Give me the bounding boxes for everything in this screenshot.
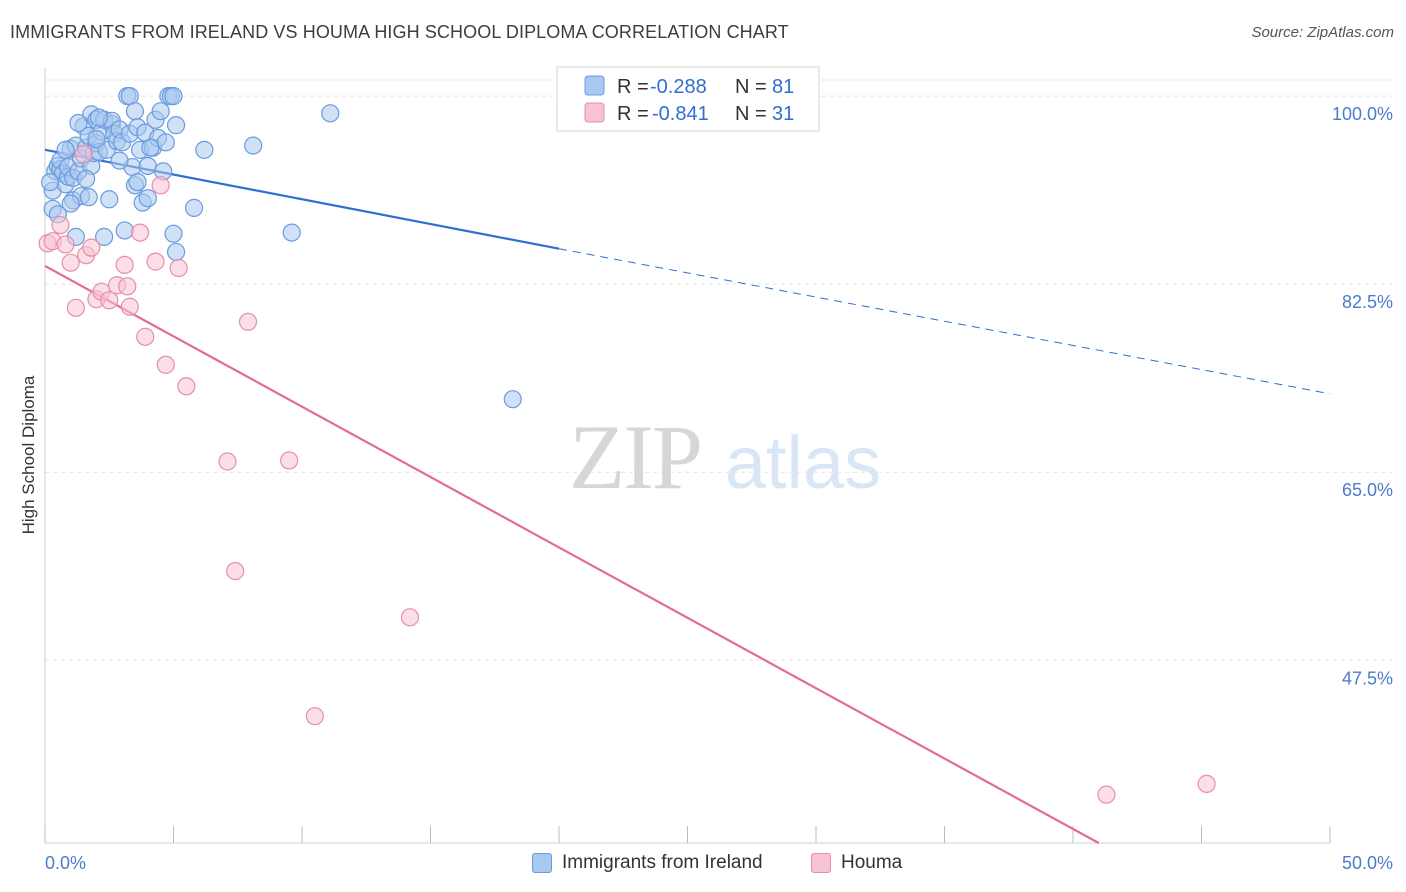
legend-r-value-1: -0.288 [650, 76, 707, 98]
point-ireland [151, 102, 170, 121]
legend-item-houma: Houma [811, 852, 902, 874]
point-ireland [138, 189, 157, 208]
point-ireland [128, 172, 147, 192]
legend-n-label-1: N = [735, 76, 767, 98]
point-ireland [184, 198, 204, 217]
point-houma [151, 176, 170, 195]
point-ireland [100, 190, 119, 209]
point-houma [177, 377, 196, 396]
legend-n-value-1: 81 [772, 76, 794, 98]
point-ireland [77, 169, 96, 188]
point-ireland [69, 113, 88, 133]
point-houma [66, 298, 85, 317]
watermark-atlas: atlas [725, 421, 881, 504]
point-ireland [282, 223, 301, 242]
point-houma [74, 145, 93, 164]
point-ireland [87, 130, 106, 149]
point-houma [82, 238, 101, 257]
legend-r-label-2: R = [617, 103, 649, 125]
point-houma [156, 355, 175, 374]
watermark: ZIP atlas [569, 406, 881, 508]
point-ireland [503, 390, 522, 409]
x-tick-label-min: 0.0% [45, 853, 86, 873]
tick-labels: 47.5% 65.0% 82.5% 100.0% 0.0% 50.0% [45, 104, 1393, 873]
point-ireland [141, 138, 160, 157]
trend-line-ireland-extrapolated [558, 248, 1331, 395]
point-houma [120, 297, 139, 316]
point-ireland [41, 172, 60, 192]
point-ireland [110, 151, 129, 170]
point-ireland [95, 227, 114, 246]
point-ireland [79, 188, 98, 207]
legend-swatch-ireland [584, 75, 605, 96]
point-houma [146, 252, 165, 271]
chart-title: IMMIGRANTS FROM IRELAND VS HOUMA HIGH SC… [10, 22, 789, 42]
point-ireland [120, 87, 139, 106]
legend-item-ireland: Immigrants from Ireland [532, 852, 763, 874]
x-tick-label-max: 50.0% [1342, 853, 1393, 873]
y-tick-label: 82.5% [1342, 292, 1393, 312]
point-ireland [89, 108, 109, 127]
y-tick-label: 100.0% [1332, 104, 1393, 124]
point-houma [305, 707, 324, 726]
point-ireland [164, 87, 183, 106]
legend-n-value-2: 31 [772, 103, 794, 125]
point-houma [130, 223, 150, 242]
trend-line-houma [44, 264, 1100, 844]
legend-label-ireland: Immigrants from Ireland [562, 852, 763, 873]
chart-source: Source: ZipAtlas.com [1251, 24, 1394, 41]
point-ireland [115, 221, 134, 240]
axes [44, 68, 1331, 844]
legend-swatch-houma-bottom [811, 853, 831, 873]
legend-swatch-ireland-bottom [532, 853, 552, 873]
point-ireland [166, 242, 186, 262]
point-houma [1097, 785, 1116, 804]
point-ireland [321, 104, 340, 123]
point-ireland [61, 194, 80, 213]
point-houma [56, 235, 75, 254]
point-ireland [195, 140, 214, 159]
point-ireland [164, 224, 183, 243]
point-houma [51, 215, 70, 235]
legend-r-label-1: R = [617, 76, 649, 98]
y-tick-label: 47.5% [1342, 668, 1393, 688]
legend-swatch-houma [584, 102, 605, 123]
point-houma [115, 255, 134, 274]
point-ireland [244, 136, 263, 155]
point-ireland [138, 156, 157, 176]
point-ireland [56, 140, 75, 159]
point-houma [1197, 774, 1216, 793]
legend-r-value-2: -0.841 [652, 103, 709, 125]
point-houma [238, 312, 258, 331]
point-houma [169, 258, 188, 278]
point-houma [218, 452, 237, 471]
point-ireland [166, 116, 186, 135]
point-houma [100, 291, 119, 310]
grid-lines [45, 79, 1392, 661]
point-houma [226, 562, 245, 581]
data-points [38, 87, 1216, 804]
point-ireland [156, 133, 175, 152]
point-houma [136, 327, 155, 346]
point-ireland [125, 102, 145, 121]
point-houma [61, 253, 80, 272]
legend-label-houma: Houma [841, 852, 903, 873]
point-houma [118, 277, 137, 296]
legend-n-label-2: N = [735, 103, 767, 125]
y-tick-label: 65.0% [1342, 480, 1393, 500]
watermark-zip: ZIP [569, 406, 701, 508]
point-houma [280, 451, 299, 470]
point-houma [400, 608, 420, 627]
stats-legend: R = -0.288 N = 81 R = -0.841 N = 31 [556, 66, 820, 132]
